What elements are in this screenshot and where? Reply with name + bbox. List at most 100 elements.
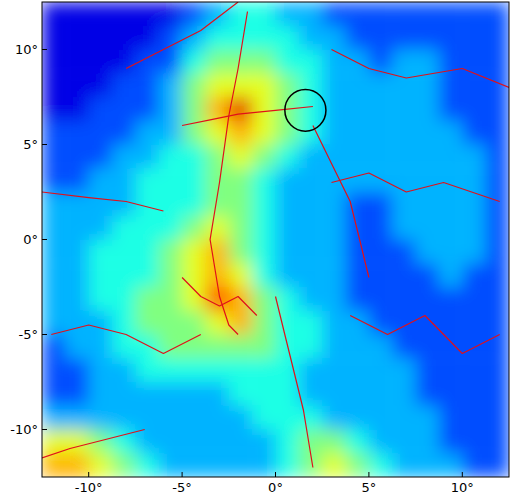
cell <box>486 121 509 145</box>
cell <box>462 453 486 477</box>
cell <box>322 263 346 287</box>
cell <box>229 453 253 477</box>
cell <box>182 50 206 74</box>
cell <box>252 335 276 359</box>
cell <box>229 382 253 406</box>
cell <box>299 406 323 430</box>
cell <box>182 2 206 26</box>
chart: -10°-5°0°5°10°-10°-5°0°5°10° <box>0 0 511 496</box>
cell <box>42 430 66 454</box>
cell <box>486 406 509 430</box>
cell <box>299 168 323 192</box>
cell <box>322 358 346 382</box>
cell <box>439 73 463 97</box>
cell <box>135 240 159 264</box>
cell <box>322 121 346 145</box>
cell <box>182 97 206 121</box>
cell <box>486 240 509 264</box>
cell <box>182 358 206 382</box>
cell <box>65 50 89 74</box>
cell <box>65 240 89 264</box>
cell <box>346 121 370 145</box>
cell <box>159 430 183 454</box>
cell <box>89 50 113 74</box>
cell <box>322 216 346 240</box>
cell <box>416 263 440 287</box>
cell <box>89 382 113 406</box>
cell <box>322 50 346 74</box>
cell <box>252 382 276 406</box>
cell <box>42 216 66 240</box>
cell <box>252 2 276 26</box>
cell <box>299 121 323 145</box>
cell <box>369 335 393 359</box>
cell <box>112 50 136 74</box>
cell <box>252 216 276 240</box>
filament <box>332 50 510 88</box>
cell <box>346 73 370 97</box>
cell <box>486 192 509 216</box>
cell <box>346 97 370 121</box>
cell <box>112 168 136 192</box>
cell <box>42 121 66 145</box>
cell <box>439 335 463 359</box>
cell <box>346 145 370 169</box>
cell <box>89 145 113 169</box>
cell <box>159 406 183 430</box>
cell <box>159 358 183 382</box>
cell <box>89 263 113 287</box>
cell <box>252 50 276 74</box>
cell <box>392 287 416 311</box>
x-tick <box>275 472 276 477</box>
cell <box>416 50 440 74</box>
cell <box>346 240 370 264</box>
cell <box>42 50 66 74</box>
cell <box>229 121 253 145</box>
cell <box>276 168 300 192</box>
cell <box>65 263 89 287</box>
cell <box>439 97 463 121</box>
cell <box>486 358 509 382</box>
cell <box>205 453 229 477</box>
cell <box>159 216 183 240</box>
cell <box>229 263 253 287</box>
cell <box>276 2 300 26</box>
cell <box>205 335 229 359</box>
cell <box>299 2 323 26</box>
filament <box>126 2 238 69</box>
cell <box>392 97 416 121</box>
cell <box>135 121 159 145</box>
cell <box>205 406 229 430</box>
cell <box>159 287 183 311</box>
cell <box>486 26 509 50</box>
cell <box>182 240 206 264</box>
cell <box>182 216 206 240</box>
cell <box>392 430 416 454</box>
cell <box>65 216 89 240</box>
cell <box>439 287 463 311</box>
cell <box>369 263 393 287</box>
cell <box>392 121 416 145</box>
cell <box>42 382 66 406</box>
cell <box>42 287 66 311</box>
cell <box>322 287 346 311</box>
cell <box>346 168 370 192</box>
cell <box>89 453 113 477</box>
cell <box>182 168 206 192</box>
cell <box>112 26 136 50</box>
plot-area <box>42 2 509 477</box>
cell <box>299 145 323 169</box>
cell <box>416 311 440 335</box>
cell <box>252 121 276 145</box>
cell <box>276 430 300 454</box>
x-tick-label: 0° <box>268 480 283 495</box>
cell <box>369 145 393 169</box>
y-tick-label: 5° <box>23 137 38 152</box>
x-tick-label: 5° <box>362 480 377 495</box>
cell <box>112 358 136 382</box>
cell <box>205 26 229 50</box>
cell <box>299 263 323 287</box>
cell <box>159 263 183 287</box>
cell <box>135 97 159 121</box>
cell <box>205 50 229 74</box>
